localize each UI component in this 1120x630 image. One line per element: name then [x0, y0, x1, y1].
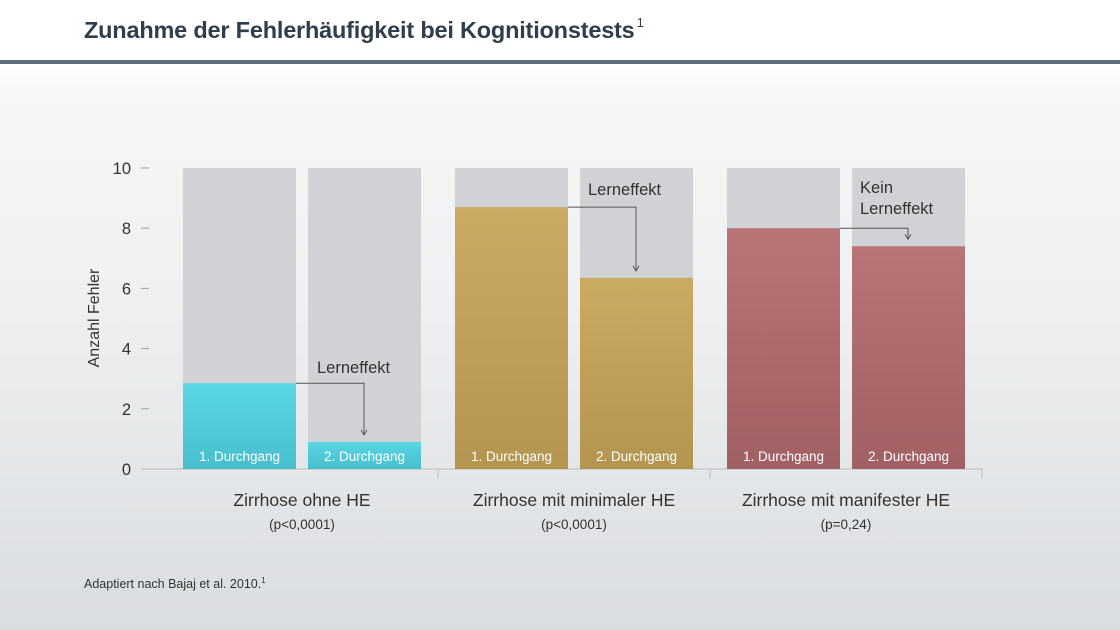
annotation-label: Kein: [860, 179, 893, 197]
bar: [455, 207, 568, 469]
header: Zunahme der Fehlerhäufigkeit bei Kogniti…: [0, 0, 1120, 60]
bar-label: 2. Durchgang: [868, 449, 949, 464]
group-label: Zirrhose ohne HE: [233, 490, 370, 510]
bar-label: 2. Durchgang: [596, 449, 677, 464]
annotation-arrowhead: [632, 265, 640, 272]
group-label: Zirrhose mit minimaler HE: [473, 490, 675, 510]
annotation-label: Lerneffekt: [860, 200, 933, 218]
group-pvalue: (p=0,24): [821, 517, 872, 532]
annotation-label: Lerneffekt: [588, 181, 661, 199]
bar: [852, 246, 965, 469]
annotation-arrowhead: [360, 429, 368, 436]
bar: [183, 383, 296, 469]
group-pvalue: (p<0,0001): [541, 517, 607, 532]
bar-label: 1. Durchgang: [199, 449, 280, 464]
annotation-arrowhead: [904, 234, 912, 241]
group-pvalue: (p<0,0001): [269, 517, 335, 532]
y-tick-label: 2: [122, 401, 131, 419]
y-tick-label: 4: [122, 341, 131, 359]
annotation-arrow-line: [840, 227, 909, 239]
annotation-label: Lerneffekt: [317, 359, 390, 377]
header-rule: [0, 60, 1120, 64]
y-tick-label: 6: [122, 280, 131, 298]
title-text: Zunahme der Fehlerhäufigkeit bei Kogniti…: [84, 17, 635, 43]
y-axis-label: Anzahl Fehler: [86, 268, 103, 367]
group-label: Zirrhose mit manifester HE: [742, 490, 950, 510]
title-superscript: 1: [636, 15, 644, 31]
y-tick-label: 10: [113, 160, 131, 178]
y-tick-label: 8: [122, 220, 131, 238]
bar: [580, 277, 693, 469]
annotation-arrow-line: [568, 206, 637, 270]
bar-label: 1. Durchgang: [743, 449, 824, 464]
footnote-superscript: 1: [261, 576, 266, 585]
page-title: Zunahme der Fehlerhäufigkeit bei Kogniti…: [84, 15, 644, 44]
annotation-arrow-line: [296, 382, 365, 434]
bar: [308, 441, 421, 469]
footnote-text: Adaptiert nach Bajaj et al. 2010.: [84, 577, 262, 592]
bar: [727, 228, 840, 469]
bar-label: 1. Durchgang: [471, 449, 552, 464]
y-tick-label: 0: [122, 461, 131, 479]
footnote: Adaptiert nach Bajaj et al. 2010.1: [84, 576, 266, 591]
bar-label: 2. Durchgang: [324, 449, 405, 464]
